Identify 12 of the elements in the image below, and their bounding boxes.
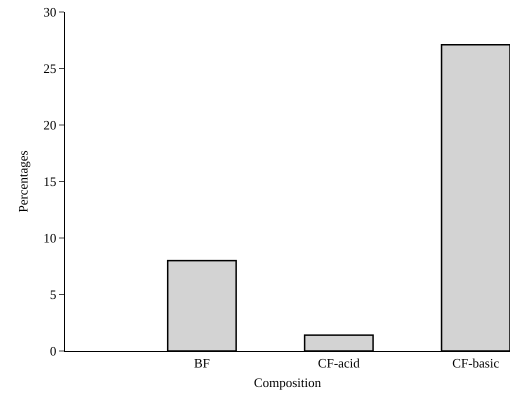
y-tick-label: 0 [50,344,56,359]
y-axis-title: Percentages [15,150,30,213]
x-tick-label: BF [194,356,210,371]
x-tick-label: CF-basic [452,356,500,371]
x-axis-title: Composition [254,375,322,390]
y-tick-label: 30 [43,4,56,20]
y-tick-label: 5 [50,287,56,302]
y-tick-label: 15 [43,174,56,190]
y-tick-label: 25 [43,61,56,76]
y-tick-label: 20 [43,118,56,133]
x-tick-label: CF-acid [318,356,360,371]
y-tick-label: 10 [43,230,56,246]
